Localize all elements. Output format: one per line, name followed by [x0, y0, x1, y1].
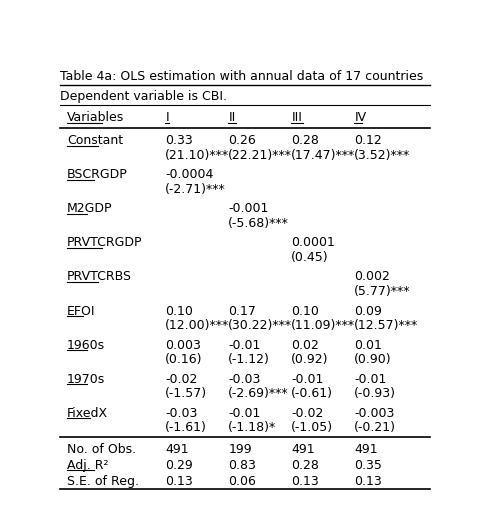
Text: (0.45): (0.45): [291, 251, 329, 265]
Text: 0.12: 0.12: [354, 135, 382, 147]
Text: 0.26: 0.26: [228, 135, 256, 147]
Text: 1970s: 1970s: [67, 372, 106, 386]
Text: Table 4a: OLS estimation with annual data of 17 countries: Table 4a: OLS estimation with annual dat…: [60, 70, 423, 84]
Text: 0.10: 0.10: [291, 305, 319, 318]
Text: (5.77)***: (5.77)***: [354, 286, 411, 298]
Text: No. of Obs.: No. of Obs.: [67, 442, 136, 456]
Text: (-1.12): (-1.12): [228, 353, 270, 367]
Text: II: II: [228, 112, 236, 124]
Text: -0.01: -0.01: [291, 372, 324, 386]
Text: 0.83: 0.83: [228, 459, 256, 472]
Text: PRVTCRBS: PRVTCRBS: [67, 270, 132, 284]
Text: FixedX: FixedX: [67, 407, 109, 420]
Text: 491: 491: [291, 442, 315, 456]
Text: (-2.69)***: (-2.69)***: [228, 388, 289, 400]
Text: 0.09: 0.09: [354, 305, 382, 318]
Text: (-0.93): (-0.93): [354, 388, 396, 400]
Text: S.E. of Reg.: S.E. of Reg.: [67, 475, 139, 488]
Text: 1960s: 1960s: [67, 339, 105, 351]
Text: III: III: [291, 112, 302, 124]
Text: (-1.05): (-1.05): [291, 421, 334, 434]
Text: (11.09)***: (11.09)***: [291, 319, 356, 332]
Text: 0.28: 0.28: [291, 135, 319, 147]
Text: I: I: [165, 112, 169, 124]
Text: M2GDP: M2GDP: [67, 203, 113, 216]
Text: -0.01: -0.01: [354, 372, 387, 386]
Text: -0.01: -0.01: [228, 407, 261, 420]
Text: 0.33: 0.33: [165, 135, 193, 147]
Text: BSCRGDP: BSCRGDP: [67, 168, 128, 181]
Text: (-5.68)***: (-5.68)***: [228, 217, 289, 230]
Text: 0.0001: 0.0001: [291, 237, 335, 249]
Text: Adj. R²: Adj. R²: [67, 459, 109, 472]
Text: 491: 491: [165, 442, 189, 456]
Text: -0.02: -0.02: [291, 407, 324, 420]
Text: (21.10)***: (21.10)***: [165, 149, 229, 163]
Text: -0.03: -0.03: [165, 407, 198, 420]
Text: (-0.61): (-0.61): [291, 388, 333, 400]
Text: (-2.71)***: (-2.71)***: [165, 184, 226, 196]
Text: 0.003: 0.003: [165, 339, 201, 351]
Text: (-1.57): (-1.57): [165, 388, 207, 400]
Text: -0.001: -0.001: [228, 203, 269, 216]
Text: EFOI: EFOI: [67, 305, 96, 318]
Text: (-0.21): (-0.21): [354, 421, 396, 434]
Text: -0.0004: -0.0004: [165, 168, 214, 181]
Text: (30.22)***: (30.22)***: [228, 319, 293, 332]
Text: (12.00)***: (12.00)***: [165, 319, 229, 332]
Text: IV: IV: [354, 112, 366, 124]
Text: (17.47)***: (17.47)***: [291, 149, 356, 163]
Text: Constant: Constant: [67, 135, 123, 147]
Text: (3.52)***: (3.52)***: [354, 149, 411, 163]
Text: 0.13: 0.13: [291, 475, 319, 488]
Text: 0.01: 0.01: [354, 339, 382, 351]
Text: (12.57)***: (12.57)***: [354, 319, 419, 332]
Text: (22.21)***: (22.21)***: [228, 149, 293, 163]
Text: Dependent variable is CBI.: Dependent variable is CBI.: [60, 90, 227, 103]
Text: (0.16): (0.16): [165, 353, 203, 367]
Text: -0.03: -0.03: [228, 372, 261, 386]
Text: 0.29: 0.29: [165, 459, 193, 472]
Text: 0.10: 0.10: [165, 305, 193, 318]
Text: (0.92): (0.92): [291, 353, 329, 367]
Text: 0.06: 0.06: [228, 475, 256, 488]
Text: 491: 491: [354, 442, 378, 456]
Text: 0.02: 0.02: [291, 339, 319, 351]
Text: 0.13: 0.13: [165, 475, 193, 488]
Text: -0.01: -0.01: [228, 339, 261, 351]
Text: (-1.61): (-1.61): [165, 421, 207, 434]
Text: 0.35: 0.35: [354, 459, 382, 472]
Text: -0.003: -0.003: [354, 407, 395, 420]
Text: 0.17: 0.17: [228, 305, 256, 318]
Text: -0.02: -0.02: [165, 372, 198, 386]
Text: 0.002: 0.002: [354, 270, 390, 284]
Text: Variables: Variables: [67, 112, 124, 124]
Text: 0.13: 0.13: [354, 475, 382, 488]
Text: 199: 199: [228, 442, 252, 456]
Text: 0.28: 0.28: [291, 459, 319, 472]
Text: (0.90): (0.90): [354, 353, 392, 367]
Text: PRVTCRGDP: PRVTCRGDP: [67, 237, 142, 249]
Text: (-1.18)*: (-1.18)*: [228, 421, 277, 434]
